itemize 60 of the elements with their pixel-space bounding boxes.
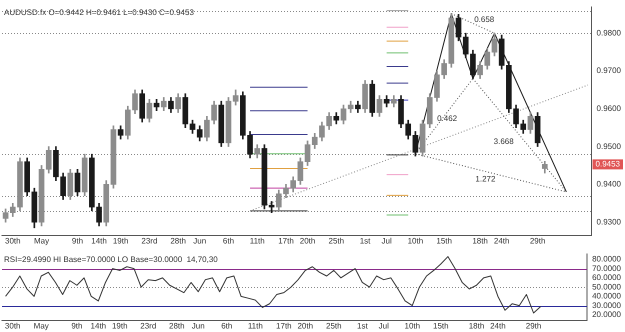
- x-tick-label: 11th: [248, 321, 263, 330]
- x-tick-label: 1st: [360, 236, 372, 246]
- annotation: 1.272: [475, 174, 496, 184]
- y-tick-label: 30.0000: [592, 300, 622, 310]
- y-tick-label: 40.0000: [592, 292, 622, 301]
- x-tick-label: 23rd: [140, 321, 156, 330]
- text: 0.9453: [596, 160, 621, 169]
- x-tick-label: May: [34, 236, 50, 246]
- y-tick-label: 20.0000: [592, 310, 622, 320]
- x-tick-label: Jul: [378, 321, 390, 330]
- x-tick-label: 24th: [494, 236, 510, 246]
- x-tick-label: Jul: [382, 236, 392, 246]
- x-tick-label: 30th: [4, 321, 20, 330]
- x-tick-label: 28th: [170, 236, 186, 246]
- annotation: 0.462: [437, 114, 458, 124]
- chart-title: RSI=29.4990 HI Base=70.0000 LO Base=30.0000 14,70,30: [4, 255, 218, 264]
- chart-title: AUDUSD.fx O=0.9442 H=0.9461 L=0.9430 C=0.9453: [4, 8, 194, 18]
- x-tick-label: 1st: [356, 321, 368, 330]
- x-tick-label: 10th: [408, 236, 424, 246]
- y-tick-label: 0.9500: [596, 142, 622, 151]
- y-tick-label: 0.9300: [596, 217, 622, 226]
- y-tick-label: 0.9400: [596, 180, 622, 189]
- x-tick-label: 17th: [278, 236, 294, 246]
- x-tick-label: 28th: [169, 321, 185, 330]
- x-tick-label: 11th: [250, 236, 265, 246]
- x-tick-label: Jun: [192, 321, 205, 330]
- y-tick-label: 80.0000: [592, 254, 622, 264]
- y-tick-label: 0.9800: [596, 28, 622, 38]
- x-tick-label: 10th: [404, 321, 420, 330]
- x-tick-label: 19th: [112, 321, 128, 330]
- x-tick-label: 6th: [221, 321, 232, 330]
- x-tick-label: 9th: [71, 321, 82, 330]
- x-tick-label: May: [34, 321, 49, 330]
- y-tick-label: 0.9600: [596, 104, 622, 114]
- x-tick-label: 29th: [526, 321, 542, 330]
- x-tick-label: 17th: [276, 321, 292, 330]
- annotation: 3.668: [494, 136, 514, 146]
- x-tick-label: Jun: [193, 236, 206, 246]
- x-tick-label: 15th: [436, 236, 452, 246]
- y-tick-label: 70.0000: [592, 264, 622, 273]
- x-tick-label: 25th: [326, 321, 342, 330]
- y-tick-label: 50.0000: [592, 282, 622, 292]
- x-tick-label: 19th: [112, 236, 128, 246]
- y-tick-label: 0.9700: [596, 66, 622, 76]
- x-tick-label: 29th: [530, 236, 546, 246]
- x-tick-label: 15th: [433, 321, 449, 330]
- x-tick-label: 18th: [472, 236, 488, 246]
- y-tick-label: 60.0000: [592, 273, 622, 282]
- annotation: 0.658: [474, 14, 495, 24]
- x-tick-label: 23rd: [141, 236, 158, 246]
- x-tick-label: 9th: [72, 236, 84, 246]
- x-tick-label: 30th: [4, 236, 21, 246]
- x-tick-label: 20th: [297, 321, 314, 330]
- x-tick-label: 14th: [90, 321, 106, 330]
- x-tick-label: 20th: [300, 236, 316, 246]
- x-tick-label: 18th: [468, 321, 484, 330]
- x-tick-label: 14th: [91, 236, 107, 246]
- x-tick-label: 24th: [490, 321, 506, 330]
- x-tick-label: 25th: [328, 236, 344, 246]
- x-tick-label: 6th: [222, 236, 234, 246]
